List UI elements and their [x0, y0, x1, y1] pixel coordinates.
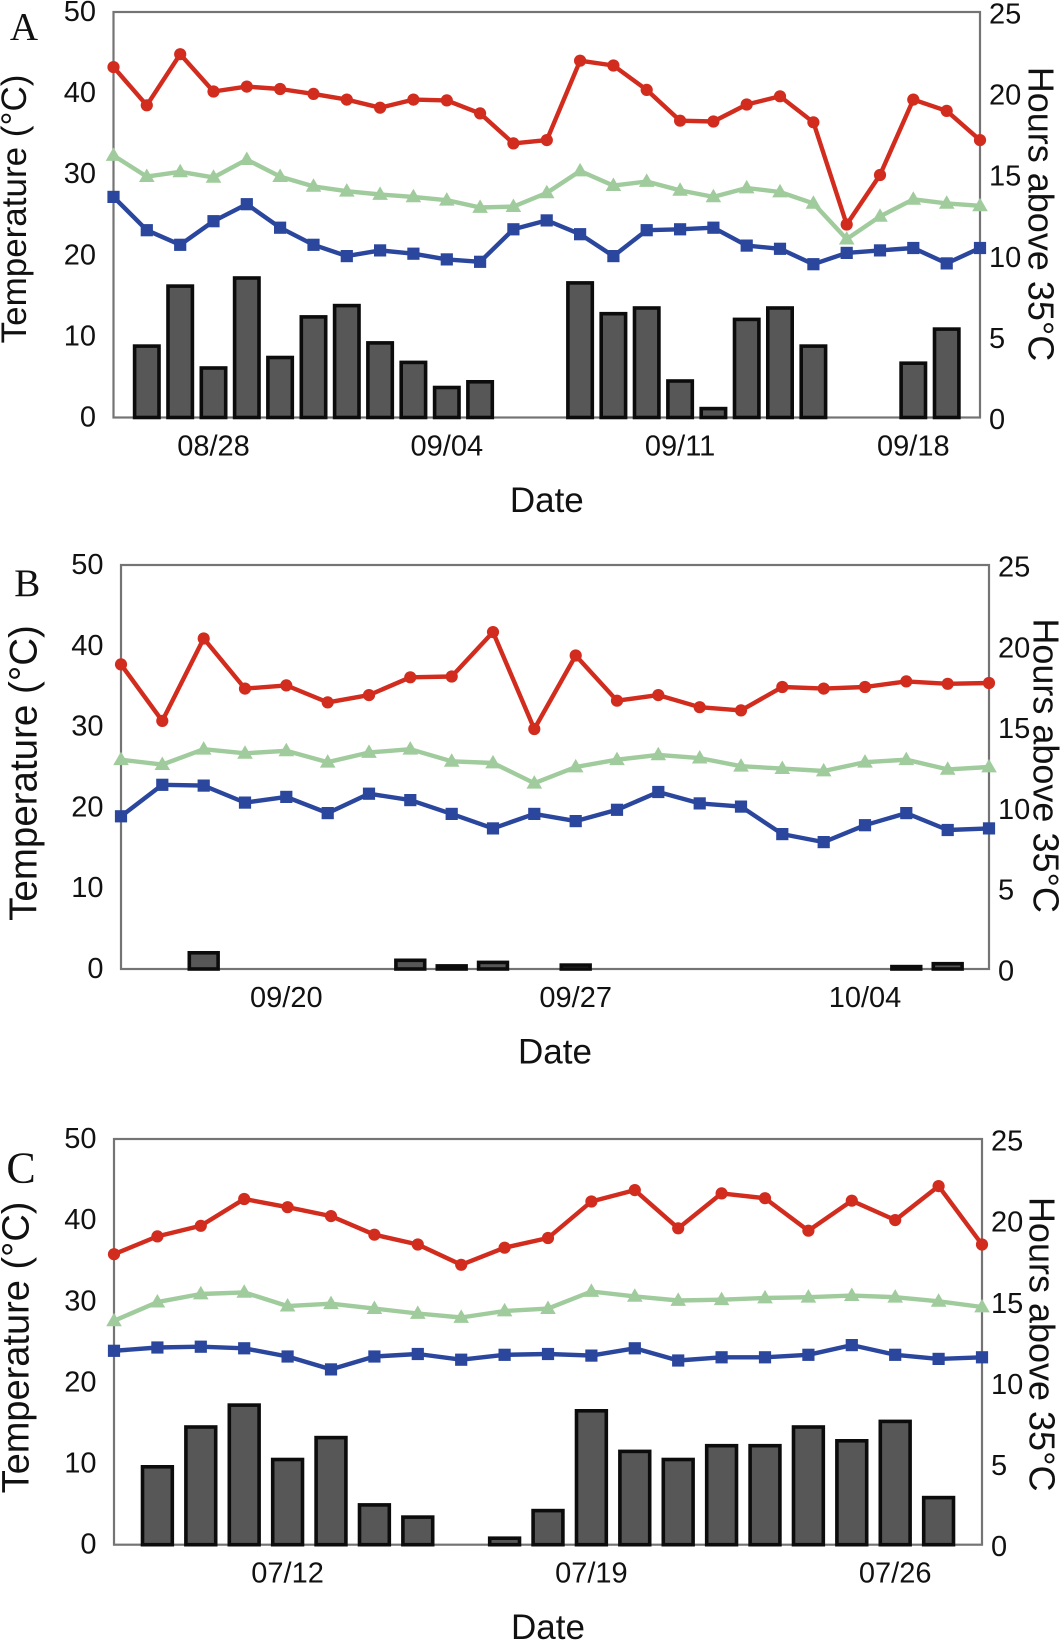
svg-text:10: 10 [989, 242, 1021, 274]
svg-text:5: 5 [998, 875, 1014, 907]
svg-text:20: 20 [989, 80, 1021, 112]
svg-text:5: 5 [991, 1450, 1007, 1482]
svg-text:0: 0 [989, 404, 1005, 436]
svg-text:Hours above 35°C: Hours above 35°C [1022, 1197, 1063, 1492]
svg-text:10: 10 [991, 1369, 1023, 1401]
svg-text:Hours above 35°C: Hours above 35°C [1026, 618, 1064, 913]
svg-text:07/12: 07/12 [251, 1558, 324, 1590]
svg-text:20: 20 [991, 1207, 1023, 1239]
svg-text:50: 50 [64, 0, 96, 28]
svg-text:10: 10 [64, 1448, 96, 1480]
svg-text:Hours above 35°C: Hours above 35°C [1021, 67, 1062, 362]
svg-text:10: 10 [998, 794, 1030, 826]
svg-text:Date: Date [511, 1608, 585, 1645]
svg-text:Temperature (°C): Temperature (°C) [0, 1202, 38, 1494]
svg-text:15: 15 [991, 1288, 1023, 1320]
svg-text:07/26: 07/26 [859, 1558, 932, 1590]
svg-text:0: 0 [80, 1529, 96, 1561]
svg-text:20: 20 [64, 239, 96, 271]
svg-text:B: B [14, 562, 40, 605]
svg-text:10: 10 [71, 872, 103, 904]
svg-text:0: 0 [80, 402, 96, 434]
svg-text:Date: Date [518, 1033, 592, 1072]
svg-text:25: 25 [991, 1126, 1023, 1158]
svg-text:5: 5 [989, 323, 1005, 355]
svg-text:20: 20 [71, 791, 103, 823]
svg-text:15: 15 [989, 161, 1021, 193]
svg-text:09/11: 09/11 [645, 431, 715, 463]
svg-text:0: 0 [991, 1531, 1007, 1563]
svg-text:Temperature (°C): Temperature (°C) [0, 75, 34, 344]
svg-text:09/27: 09/27 [539, 982, 612, 1014]
svg-text:40: 40 [64, 1204, 96, 1236]
svg-text:10/04: 10/04 [829, 982, 902, 1014]
svg-text:Temperature (°C): Temperature (°C) [2, 625, 45, 921]
svg-text:09/18: 09/18 [877, 431, 950, 463]
svg-text:20: 20 [64, 1366, 96, 1398]
svg-text:0: 0 [998, 956, 1014, 988]
svg-text:15: 15 [998, 713, 1030, 745]
svg-text:50: 50 [64, 1123, 96, 1155]
svg-text:25: 25 [998, 552, 1030, 584]
svg-text:40: 40 [71, 630, 103, 662]
svg-text:C: C [6, 1143, 35, 1192]
svg-text:07/19: 07/19 [555, 1558, 628, 1590]
svg-text:30: 30 [71, 711, 103, 743]
svg-text:08/28: 08/28 [177, 431, 250, 463]
svg-text:09/20: 09/20 [250, 982, 323, 1014]
svg-text:30: 30 [64, 158, 96, 190]
svg-text:09/04: 09/04 [411, 431, 484, 463]
svg-text:Date: Date [510, 481, 584, 520]
svg-text:20: 20 [998, 632, 1030, 664]
svg-text:A: A [10, 6, 38, 49]
svg-text:30: 30 [64, 1285, 96, 1317]
svg-text:10: 10 [64, 320, 96, 352]
svg-text:25: 25 [989, 0, 1021, 31]
svg-text:50: 50 [71, 549, 103, 581]
svg-text:0: 0 [87, 953, 103, 985]
svg-text:40: 40 [64, 77, 96, 109]
